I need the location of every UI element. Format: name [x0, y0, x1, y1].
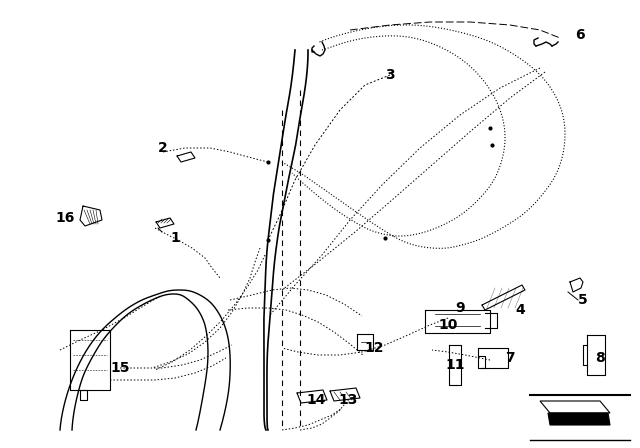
Text: 3: 3: [385, 68, 395, 82]
Text: 6: 6: [575, 28, 585, 42]
Polygon shape: [548, 413, 610, 425]
Text: 4: 4: [515, 303, 525, 317]
Text: 10: 10: [438, 318, 458, 332]
Text: 11: 11: [445, 358, 465, 372]
Text: 7: 7: [505, 351, 515, 365]
Text: 14: 14: [307, 393, 326, 407]
Text: 5: 5: [578, 293, 588, 307]
Text: 16: 16: [55, 211, 75, 225]
Text: 15: 15: [110, 361, 130, 375]
Text: 13: 13: [339, 393, 358, 407]
Text: 9: 9: [455, 301, 465, 315]
Polygon shape: [540, 401, 610, 413]
Text: 8: 8: [595, 351, 605, 365]
Text: 1: 1: [170, 231, 180, 245]
Text: 12: 12: [364, 341, 384, 355]
Text: 2: 2: [158, 141, 168, 155]
